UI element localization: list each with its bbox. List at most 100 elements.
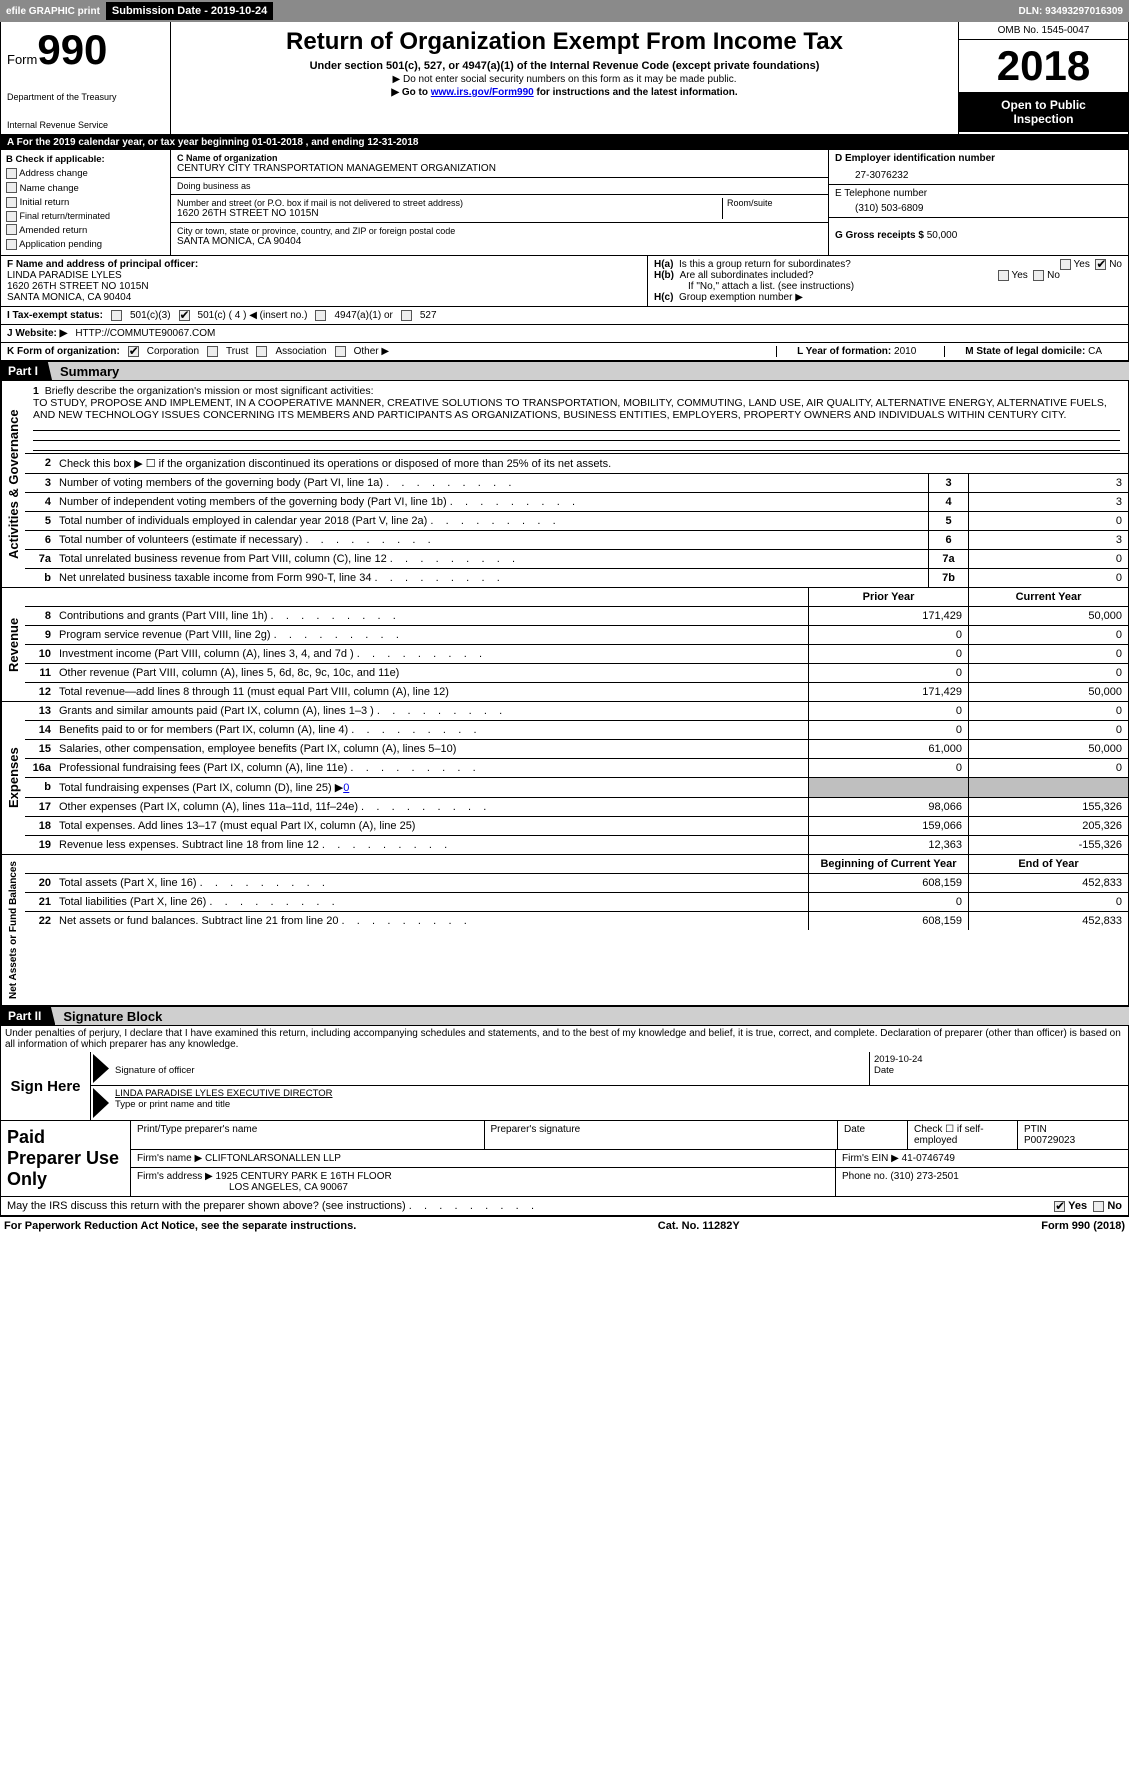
b-header: B Check if applicable: [6, 153, 165, 167]
row-14: 14Benefits paid to or for members (Part … [25, 720, 1128, 739]
b-item: Initial return [6, 196, 165, 210]
row-5: 5Total number of individuals employed in… [25, 511, 1128, 530]
j-label: J Website: ▶ [7, 328, 67, 339]
checkbox[interactable] [6, 224, 17, 235]
row-10: 10Investment income (Part VIII, column (… [25, 644, 1128, 663]
mission-text: TO STUDY, PROPOSE AND IMPLEMENT, IN A CO… [33, 397, 1107, 421]
street-cell: Number and street (or P.O. box if mail i… [171, 195, 828, 223]
row-9: 9Program service revenue (Part VIII, lin… [25, 625, 1128, 644]
tax-year: 2018 [959, 40, 1128, 92]
officer-addr2: SANTA MONICA, CA 90404 [7, 292, 641, 303]
ha-row: H(a) Is this a group return for subordin… [654, 259, 1122, 270]
sign-date-cell: 2019-10-24Date [870, 1052, 1128, 1085]
row-17: 17Other expenses (Part IX, column (A), l… [25, 797, 1128, 816]
discuss-row: May the IRS discuss this return with the… [0, 1197, 1129, 1216]
b-item: Final return/terminated [6, 210, 165, 224]
form-number: 990 [37, 26, 107, 73]
irs-link[interactable]: www.irs.gov/Form990 [431, 87, 534, 98]
cat-no: Cat. No. 11282Y [658, 1220, 740, 1232]
row-klm: K Form of organization: Corporation Trus… [1, 342, 1128, 360]
row-13: 13Grants and similar amounts paid (Part … [25, 702, 1128, 720]
page-footer: For Paperwork Reduction Act Notice, see … [0, 1216, 1129, 1235]
row-11: 11Other revenue (Part VIII, column (A), … [25, 663, 1128, 682]
row-2: 2Check this box ▶ ☐ if the organization … [25, 453, 1128, 473]
phone-value: (310) 503-6809 [835, 199, 1122, 214]
checkbox[interactable] [207, 346, 218, 357]
section-abcdeg: B Check if applicable: Address change Na… [1, 150, 1128, 255]
org-name-label: C Name of organization [177, 153, 822, 163]
checkbox-checked[interactable] [128, 346, 139, 357]
phone-label: E Telephone number [835, 188, 1122, 199]
checkbox[interactable] [6, 182, 17, 193]
year-block: OMB No. 1545-0047 2018 Open to PublicIns… [958, 22, 1128, 134]
checkbox[interactable] [1093, 1201, 1104, 1212]
part1-title: Summary [52, 364, 119, 379]
row-4: 4Number of independent voting members of… [25, 492, 1128, 511]
row-6: 6Total number of volunteers (estimate if… [25, 530, 1128, 549]
hc-row: H(c) Group exemption number ▶ [654, 292, 1122, 303]
m-cell: M State of legal domicile: CA [944, 346, 1122, 357]
department: Department of the Treasury [7, 92, 164, 102]
street-value: 1620 26TH STREET NO 1015N [177, 208, 722, 219]
rule-line [33, 441, 1120, 451]
arrow-icon [93, 1054, 109, 1083]
open-inspection: Open to PublicInspection [959, 92, 1128, 132]
row-12: 12Total revenue—add lines 8 through 11 (… [25, 682, 1128, 701]
b-item: Name change [6, 182, 165, 196]
checkbox[interactable] [998, 270, 1009, 281]
expenses-section: Expenses 13Grants and similar amounts pa… [0, 702, 1129, 855]
form-ref: Form 990 (2018) [1041, 1220, 1125, 1232]
checkbox[interactable] [256, 346, 267, 357]
checkbox[interactable] [6, 197, 17, 208]
checkbox[interactable] [1060, 259, 1071, 270]
calendar-year-line: A For the 2019 calendar year, or tax yea… [1, 135, 1128, 150]
checkbox[interactable] [111, 310, 122, 321]
b-item: Application pending [6, 238, 165, 252]
dba-cell: Doing business as [171, 178, 828, 195]
paid-preparer-label: Paid Preparer Use Only [1, 1121, 131, 1196]
checkbox-checked[interactable] [1054, 1201, 1065, 1212]
hb-row: H(b) Are all subordinates included? Yes … [654, 270, 1122, 281]
officer-label: F Name and address of principal officer: [7, 259, 641, 270]
b-item: Amended return [6, 224, 165, 238]
checkbox-checked[interactable] [179, 310, 190, 321]
sign-here-label: Sign Here [1, 1052, 91, 1120]
col-c: C Name of organization CENTURY CITY TRAN… [171, 150, 828, 255]
i-label: I Tax-exempt status: [7, 310, 103, 321]
sign-here-block: Sign Here Signature of officer 2019-10-2… [0, 1052, 1129, 1121]
dln: DLN: 93493297016309 [1018, 6, 1123, 17]
part1-header: Part I Summary [0, 361, 1129, 381]
checkbox[interactable] [335, 346, 346, 357]
checkbox[interactable] [6, 239, 17, 250]
efile-label: efile GRAPHIC print [6, 6, 100, 17]
checkbox[interactable] [401, 310, 412, 321]
note-link: ▶ Go to www.irs.gov/Form990 for instruct… [181, 87, 948, 98]
officer-name: LINDA PARADISE LYLES [7, 270, 641, 281]
row-8: 8Contributions and grants (Part VIII, li… [25, 606, 1128, 625]
ein-label: D Employer identification number [835, 153, 1122, 164]
vtab-revenue: Revenue [1, 588, 25, 701]
checkbox-checked[interactable] [1095, 259, 1106, 270]
form-header: Form990 Department of the Treasury Inter… [0, 22, 1129, 135]
checkbox[interactable] [6, 211, 17, 222]
checkbox[interactable] [6, 168, 17, 179]
rule-line [33, 431, 1120, 441]
l-cell: L Year of formation: 2010 [776, 346, 936, 357]
checkbox[interactable] [1033, 270, 1044, 281]
row-19: 19Revenue less expenses. Subtract line 1… [25, 835, 1128, 854]
gross-cell: G Gross receipts $ 50,000 [829, 218, 1128, 244]
mission-block: 1 Briefly describe the organization's mi… [25, 381, 1128, 453]
vtab-net: Net Assets or Fund Balances [1, 855, 25, 1005]
b-item: Address change [6, 167, 165, 181]
subtitle: Under section 501(c), 527, or 4947(a)(1)… [181, 60, 948, 72]
firm-name-cell: Firm's name ▶ CLIFTONLARSONALLEN LLP [131, 1150, 836, 1167]
row-3: 3Number of voting members of the governi… [25, 473, 1128, 492]
form-prefix: Form [7, 52, 37, 67]
form-title: Return of Organization Exempt From Incom… [181, 28, 948, 56]
preparer-name-hdr: Print/Type preparer's name [131, 1121, 485, 1149]
checkbox[interactable] [315, 310, 326, 321]
firm-addr-cell: Firm's address ▶ 1925 CENTURY PARK E 16T… [131, 1168, 836, 1196]
form-number-block: Form990 Department of the Treasury Inter… [1, 22, 171, 134]
omb-number: OMB No. 1545-0047 [959, 22, 1128, 40]
title-block: Return of Organization Exempt From Incom… [171, 22, 958, 134]
